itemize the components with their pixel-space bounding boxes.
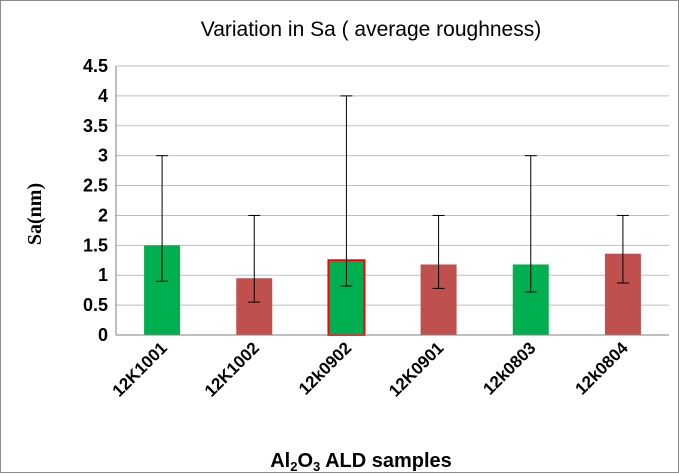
x-tick-label: 12K1001 — [109, 338, 171, 400]
x-axis-label-part: 3 — [313, 459, 320, 474]
y-tick-label: 1.5 — [83, 235, 108, 255]
y-tick-label: 1 — [98, 265, 108, 285]
x-axis-label-part: 2 — [290, 459, 297, 474]
x-tick-label: 12k0902 — [295, 338, 355, 398]
bars — [144, 245, 641, 336]
y-tick-label: 0 — [98, 325, 108, 345]
x-axis-label-part: Al — [270, 450, 290, 472]
x-axis-label-part: O — [297, 450, 313, 472]
y-tick-label: 4 — [98, 86, 108, 106]
chart-title: Variation in Sa ( average roughness) — [201, 18, 541, 41]
y-tick-label: 3.5 — [83, 116, 108, 136]
x-tick-label: 12K0901 — [385, 338, 447, 400]
x-tick-labels: 12K1001 12K1002 12k0902 12K0901 12k0803 12k08… — [109, 338, 632, 401]
x-axis-label: Al2O3 ALD samples — [270, 450, 452, 474]
x-tick-label: 12k0804 — [572, 338, 633, 399]
x-tick-label: 12k0803 — [479, 338, 539, 398]
y-tick-label: 2.5 — [83, 176, 108, 196]
y-axis-label: Sa(nm) — [24, 183, 46, 245]
y-tick-label: 0.5 — [83, 295, 108, 315]
x-axis-label-part: ALD samples — [320, 450, 452, 472]
y-tick-label: 4.5 — [83, 56, 108, 76]
error-bars — [156, 95, 629, 303]
y-tick-label: 2 — [98, 205, 108, 225]
y-tick-labels: 0 0.5 1 1.5 2 2.5 3 3.5 4 4.5 — [83, 56, 108, 345]
x-tick-label: 12K1002 — [201, 338, 263, 400]
y-tick-label: 3 — [98, 146, 108, 166]
gridlines — [116, 65, 669, 306]
